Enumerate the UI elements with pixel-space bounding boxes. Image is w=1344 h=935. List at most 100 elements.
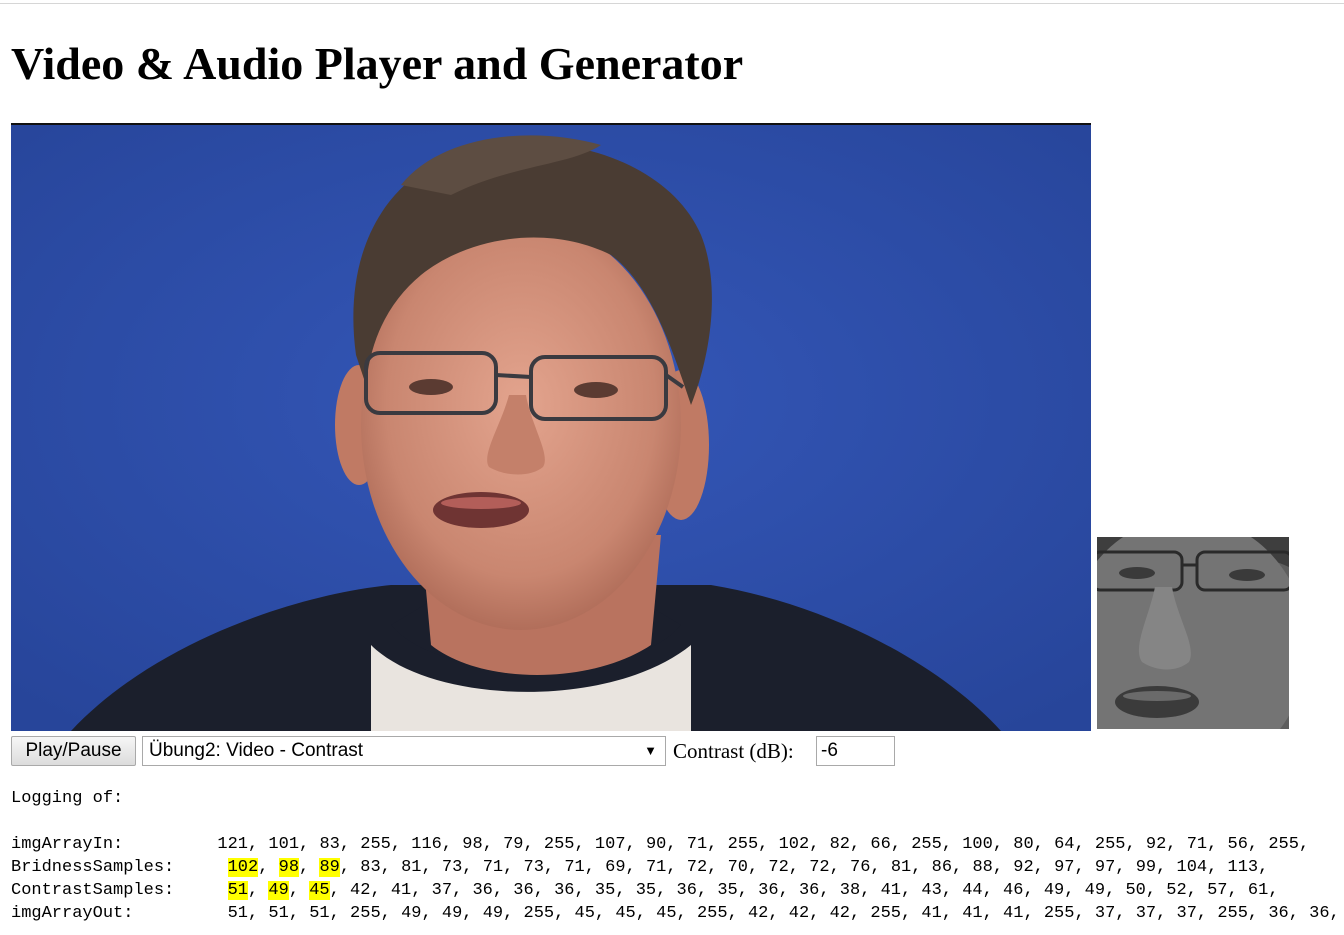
- log-value: 86: [931, 858, 953, 877]
- log-separator: ,: [1227, 881, 1248, 900]
- log-value: 38: [839, 881, 861, 900]
- log-separator: ,: [339, 858, 361, 877]
- log-separator: ,: [288, 881, 310, 900]
- log-value: 37: [431, 881, 453, 900]
- log-separator: ,: [625, 858, 646, 877]
- log-separator: ,: [411, 881, 432, 900]
- log-value: 255: [870, 904, 902, 923]
- log-separator: ,: [982, 881, 1004, 900]
- log-separator: ,: [574, 881, 595, 900]
- contrast-input[interactable]: [816, 736, 895, 766]
- log-separator: ,: [992, 858, 1014, 877]
- log-separator: ,: [503, 858, 524, 877]
- log-row-label: imgArrayIn:: [11, 835, 124, 854]
- log-row: imgArrayOut: 51, 51, 51, 255, 49, 49, 49…: [11, 902, 1344, 925]
- log-value: 255: [1217, 904, 1248, 923]
- log-separator: ,: [452, 881, 473, 900]
- log-separator: ,: [248, 904, 269, 923]
- log-value: 107: [594, 835, 626, 854]
- log-value: 99: [1135, 858, 1157, 877]
- log-separator: ,: [594, 904, 616, 923]
- log-separator: ,: [901, 881, 922, 900]
- log-separator: ,: [656, 881, 677, 900]
- log-row-label: imgArrayOut:: [11, 904, 134, 923]
- log-value: 61: [1247, 881, 1269, 900]
- contrast-label: Contrast (dB):: [673, 739, 794, 763]
- log-separator: ,: [1064, 881, 1085, 900]
- log-separator: ,: [1288, 904, 1310, 923]
- log-separator: ,: [248, 881, 269, 900]
- log-separator: ,: [1329, 904, 1340, 923]
- log-value: 41: [962, 904, 983, 923]
- log-row: BridnessSamples: 102, 98, 89, 83, 81, 73…: [11, 856, 1344, 879]
- log-value: 71: [686, 835, 708, 854]
- log-separator: ,: [666, 835, 687, 854]
- log-separator: ,: [554, 904, 575, 923]
- top-divider: [0, 3, 1344, 4]
- log-separator: ,: [850, 904, 871, 923]
- log-value: 255: [1268, 835, 1299, 854]
- log-separator: ,: [441, 835, 463, 854]
- video-frame-image: [11, 125, 1091, 731]
- log-separator: ,: [482, 835, 504, 854]
- log-value: 36: [1268, 904, 1289, 923]
- log-value: 41: [390, 881, 412, 900]
- log-separator: ,: [421, 858, 442, 877]
- log-separator: ,: [523, 835, 544, 854]
- log-value: 81: [890, 858, 912, 877]
- log-value: 57: [1207, 881, 1228, 900]
- log-separator: ,: [1268, 881, 1289, 900]
- log-value: 121: [217, 835, 249, 854]
- log-value: 255: [727, 835, 759, 854]
- log-value: 44: [962, 881, 983, 900]
- log-value: 41: [1003, 904, 1024, 923]
- log-value: 36: [676, 881, 697, 900]
- exercise-select[interactable]: Übung2: Video - Contrast ▼: [142, 736, 666, 766]
- log-value: 41: [921, 904, 942, 923]
- log-separator: ,: [941, 835, 963, 854]
- log-value: 83: [319, 835, 340, 854]
- log-value: 49: [482, 904, 504, 923]
- log-separator: ,: [1033, 858, 1055, 877]
- log-value: 90: [645, 835, 667, 854]
- log-value: 71: [645, 858, 667, 877]
- logging-table: imgArrayIn: 121, 101, 83, 255, 116, 98, …: [11, 833, 1344, 925]
- log-separator: ,: [1166, 835, 1187, 854]
- log-value: 70: [727, 858, 748, 877]
- log-value: 45: [309, 881, 330, 900]
- log-value: 82: [829, 835, 850, 854]
- log-value: 92: [1013, 858, 1034, 877]
- log-value: 36: [798, 881, 820, 900]
- video-player[interactable]: [11, 123, 1091, 731]
- log-value: 42: [747, 904, 769, 923]
- log-separator: ,: [747, 858, 769, 877]
- log-separator: ,: [258, 858, 279, 877]
- log-separator: ,: [462, 858, 483, 877]
- log-value: 89: [319, 858, 340, 877]
- log-value: 66: [870, 835, 891, 854]
- log-value: 37: [1094, 904, 1116, 923]
- log-value: 71: [482, 858, 504, 877]
- log-value: 88: [972, 858, 993, 877]
- log-separator: ,: [543, 858, 565, 877]
- log-separator: ,: [666, 858, 687, 877]
- log-separator: ,: [370, 881, 391, 900]
- log-value: 92: [1145, 835, 1167, 854]
- log-value: 49: [1043, 881, 1065, 900]
- log-separator: ,: [707, 835, 728, 854]
- log-separator: ,: [727, 904, 748, 923]
- play-pause-button[interactable]: Play/Pause: [11, 736, 136, 766]
- log-separator: ,: [707, 858, 728, 877]
- log-value: 36: [554, 881, 575, 900]
- log-separator: ,: [574, 835, 595, 854]
- log-value: 50: [1125, 881, 1146, 900]
- log-separator: ,: [329, 904, 351, 923]
- log-separator: ,: [329, 881, 351, 900]
- log-separator: ,: [911, 858, 932, 877]
- log-value: 255: [1043, 904, 1075, 923]
- log-separator: ,: [850, 835, 871, 854]
- log-separator: ,: [380, 858, 402, 877]
- log-separator: ,: [299, 858, 320, 877]
- log-separator: ,: [390, 835, 412, 854]
- page-title: Video & Audio Player and Generator: [11, 38, 744, 89]
